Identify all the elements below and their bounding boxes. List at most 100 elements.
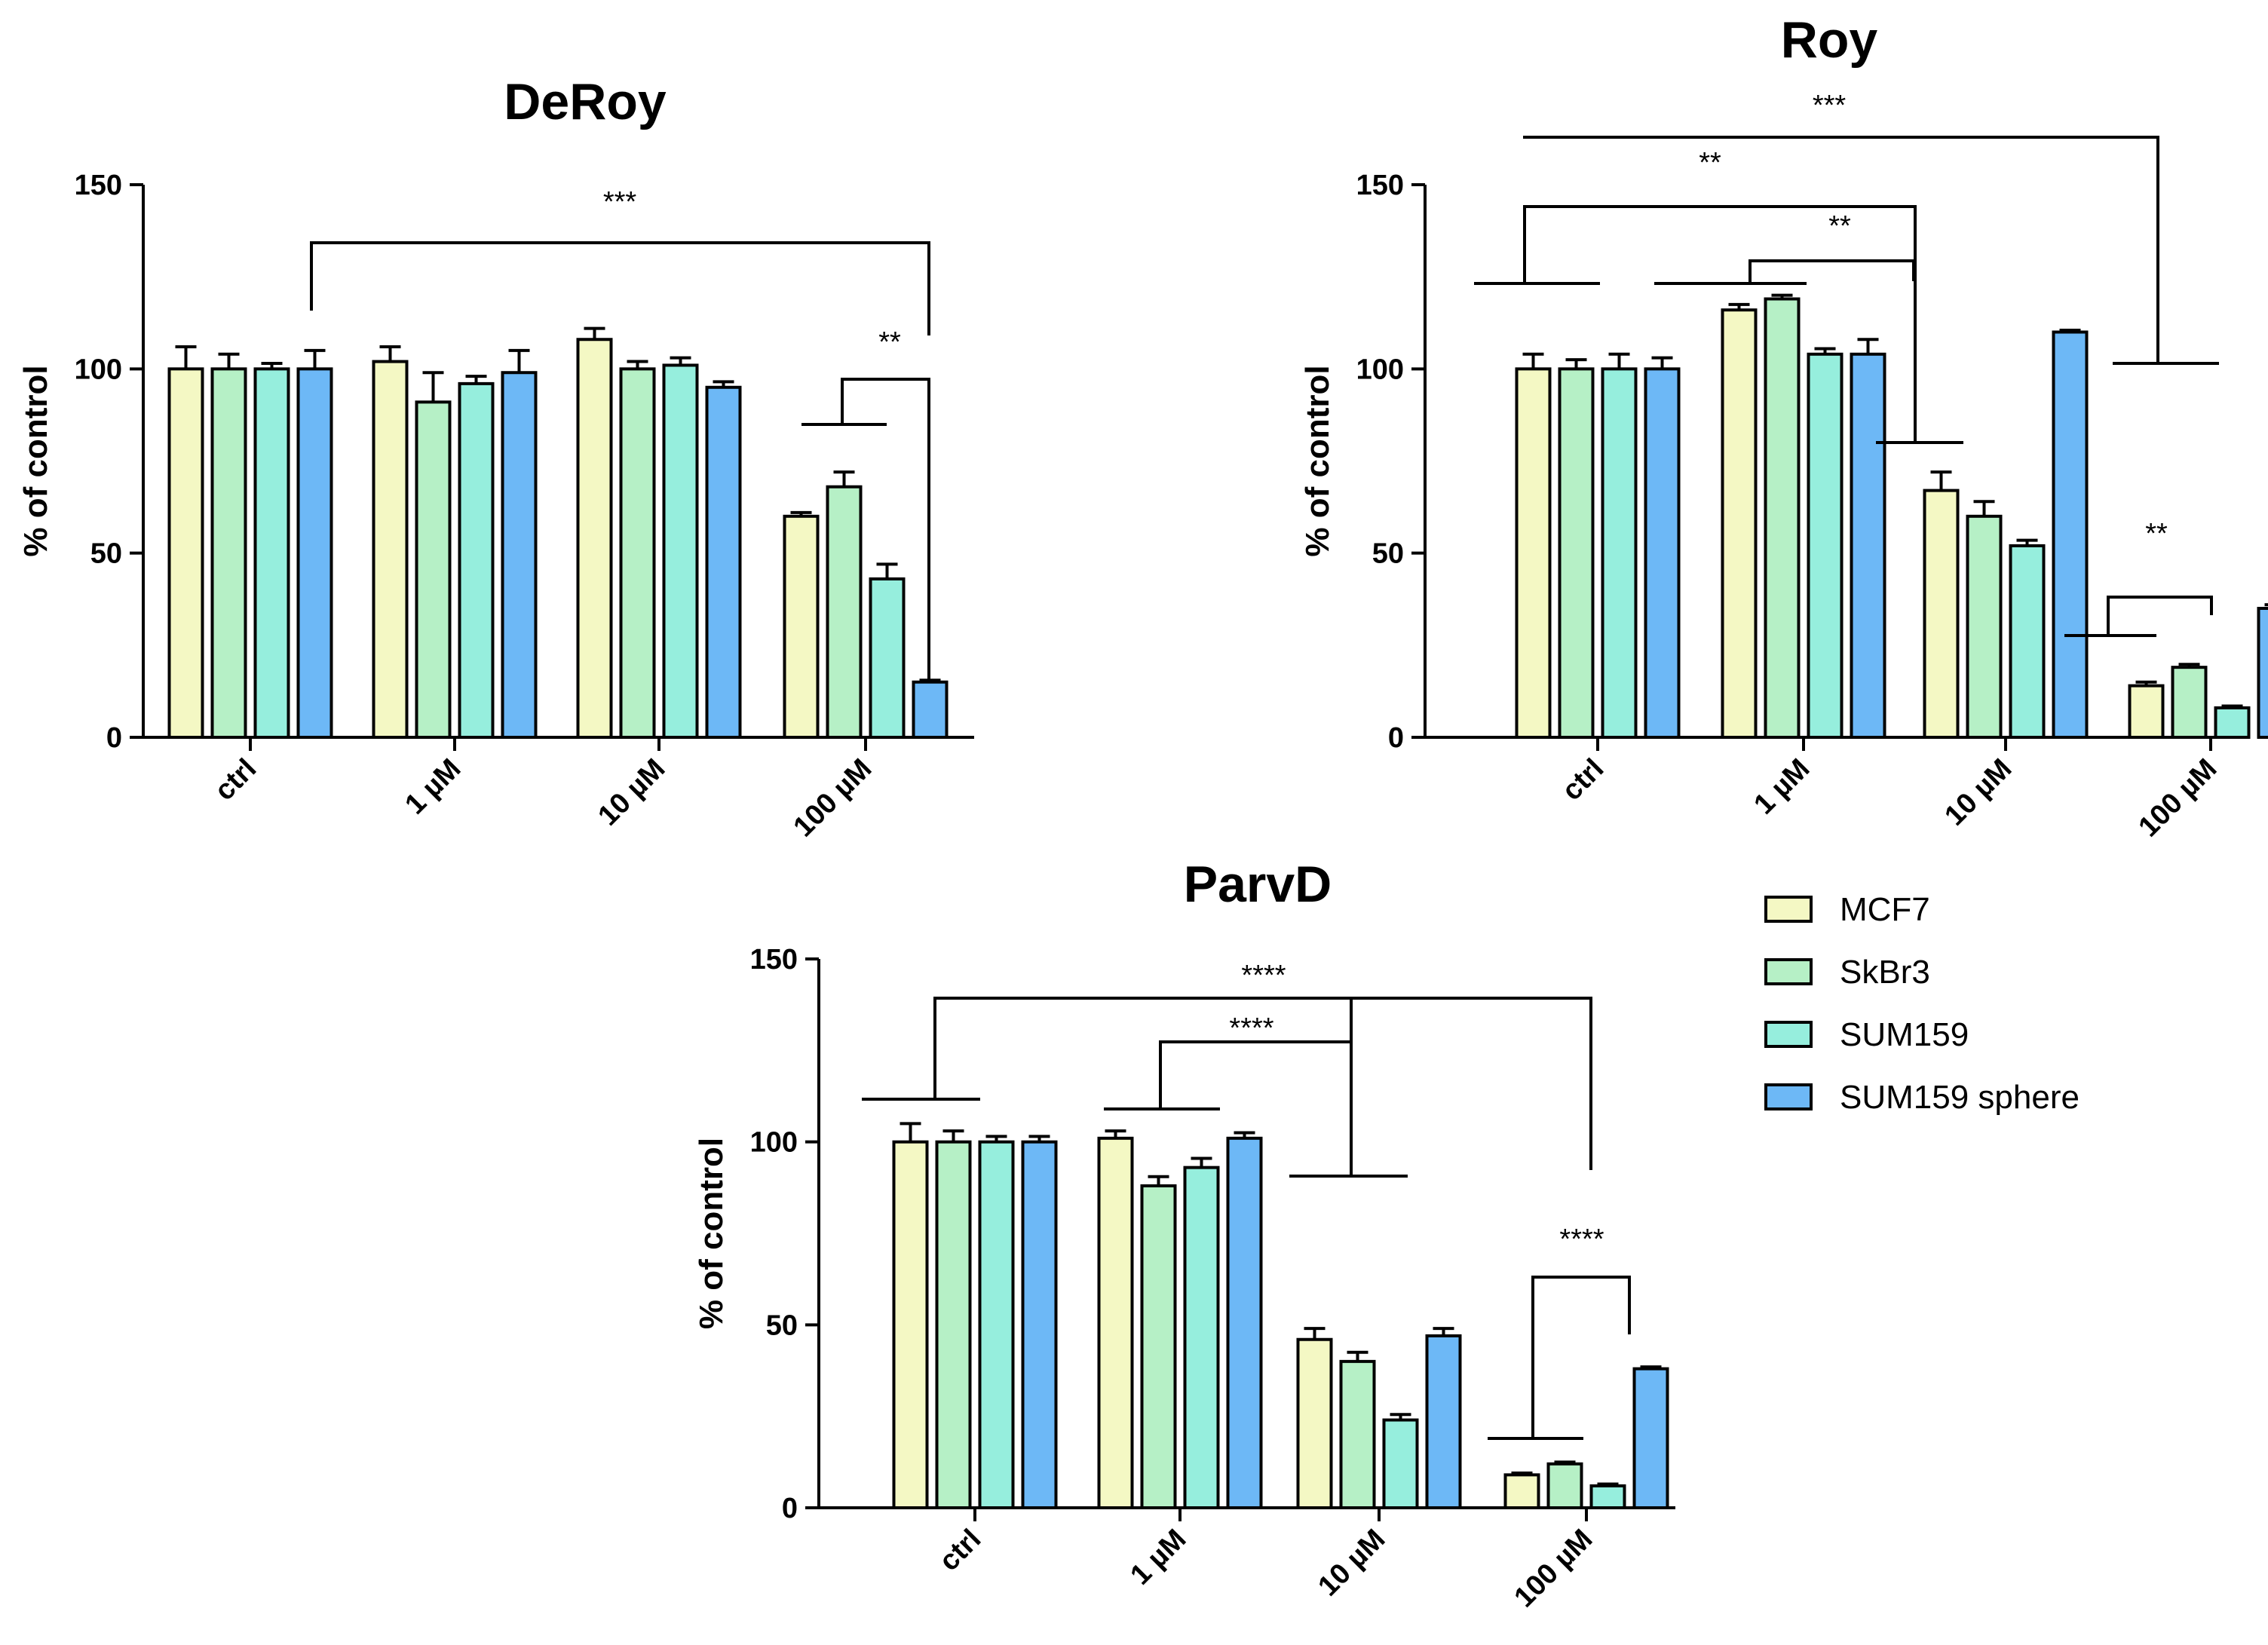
bar-skbr3: [619, 367, 656, 739]
y-tick-label: 0: [782, 1493, 798, 1524]
bar-mcf7: [2128, 684, 2165, 739]
bar-skbr3: [1546, 1462, 1583, 1510]
x-tick-label: ctrl: [1556, 753, 1611, 807]
bar-sum159-sphere: [1850, 352, 1886, 739]
bars: [167, 326, 949, 740]
legend-swatch: [1764, 1021, 1813, 1048]
bar-sum159-sphere: [1644, 367, 1681, 739]
bar-sum159: [458, 381, 495, 739]
significance-brackets: **** **** ****: [862, 960, 1631, 1440]
y-tick-label: 0: [106, 722, 122, 754]
significance-label: **: [1699, 147, 1721, 179]
significance-bracket: [1523, 136, 2219, 365]
bars: [1515, 293, 2268, 740]
bar-sum159: [1589, 1484, 1626, 1510]
legend-swatch: [1764, 958, 1813, 985]
bar-sum159-sphere: [1632, 1367, 1669, 1510]
significance-bracket: [862, 997, 1592, 1178]
bar-sum159: [253, 367, 290, 739]
bar-mcf7: [1923, 489, 1960, 739]
bar-skbr3: [415, 400, 452, 740]
bar-skbr3: [826, 485, 863, 739]
legend-label: SUM159: [1840, 1016, 1969, 1053]
y-tick-label: 150: [1356, 170, 1404, 201]
bar-sum159: [1807, 352, 1844, 739]
significance-bracket: [1654, 259, 1915, 285]
x-tick-label: 100 µM: [787, 753, 878, 844]
bar-sum159: [2009, 544, 2046, 739]
chart-title: ParvD: [1184, 856, 1332, 913]
legend-swatch: [1764, 896, 1813, 923]
y-axis-label: % of control: [1299, 365, 1336, 556]
y-tick-label: 100: [1356, 354, 1404, 385]
y-tick-label: 50: [766, 1310, 798, 1341]
significance-label: ****: [1229, 1012, 1273, 1044]
y-axis-label: % of control: [17, 365, 54, 556]
chart-parvd: ParvD 0 50 100 150 % of control ctrl 1 µM 10 µ…: [693, 856, 1675, 1614]
bar-skbr3: [1558, 367, 1595, 739]
bar-sum159: [1183, 1166, 1220, 1509]
x-tick-label: 1 µM: [1748, 753, 1816, 821]
bar-sum159-sphere: [501, 371, 538, 739]
bar-sum159-sphere: [912, 680, 949, 740]
bar-skbr3: [1764, 297, 1801, 739]
significance-bracket: [1474, 205, 1963, 444]
legend-swatch: [1764, 1083, 1813, 1110]
bar-sum159: [1382, 1418, 1419, 1510]
y-tick-label: 50: [90, 538, 122, 570]
x-axis: ctrl 1 µM 10 µM 100 µM: [1425, 736, 2224, 844]
chart-roy: Roy 0 50 100 150 % of control ctrl 1 µM 10 µM 1…: [1299, 11, 2268, 844]
bar-skbr3: [935, 1140, 972, 1509]
chart-title: Roy: [1781, 11, 1878, 69]
bar-skbr3: [1966, 514, 2003, 739]
bar-sum159-sphere: [2052, 330, 2089, 739]
significance-bracket: [310, 241, 930, 335]
bar-sum159-sphere: [1425, 1334, 1462, 1509]
x-axis: ctrl 1 µM 10 µM 100 µM: [819, 1506, 1675, 1614]
significance-label: ***: [603, 186, 637, 218]
significance-label: ****: [1241, 960, 1286, 991]
bar-sum159-sphere: [1021, 1140, 1058, 1509]
y-tick-label: 150: [75, 170, 122, 201]
significance-label: ****: [1559, 1224, 1604, 1255]
legend-label: SUM159 sphere: [1840, 1079, 2080, 1116]
significance-label: **: [1828, 210, 1851, 242]
bar-sum159-sphere: [2257, 606, 2268, 740]
x-tick-label: 100 µM: [2132, 753, 2223, 844]
x-axis: ctrl 1 µM 10 µM 100 µM: [143, 736, 974, 844]
bar-mcf7: [1097, 1136, 1134, 1510]
bar-mcf7: [372, 360, 409, 739]
significance-bracket: [801, 378, 930, 680]
y-tick-label: 0: [1388, 722, 1404, 754]
bar-sum159-sphere: [705, 385, 742, 739]
bar-mcf7: [783, 514, 820, 739]
x-tick-label: 100 µM: [1508, 1524, 1598, 1614]
significance-label: **: [878, 326, 901, 358]
bar-sum159-sphere: [296, 367, 333, 739]
legend-label: SkBr3: [1840, 954, 1930, 991]
bar-skbr3: [210, 367, 247, 739]
bar-mcf7: [1503, 1473, 1540, 1509]
x-tick-label: 10 µM: [1312, 1524, 1391, 1603]
significance-brackets: *********: [1474, 90, 2219, 637]
bars: [892, 1122, 1669, 1510]
x-tick-label: 10 µM: [1939, 753, 2018, 832]
bar-mcf7: [1515, 367, 1552, 739]
x-tick-label: 10 µM: [592, 753, 671, 832]
significance-label: ***: [1813, 90, 1847, 121]
bar-skbr3: [1339, 1359, 1376, 1510]
y-tick-label: 100: [75, 354, 122, 385]
legend: MCF7 SkBr3 SUM159 SUM159 sphere: [1764, 891, 2080, 1116]
bar-skbr3: [1140, 1184, 1177, 1509]
bar-skbr3: [2171, 666, 2208, 739]
legend-label: MCF7: [1840, 891, 1930, 928]
bar-mcf7: [1721, 308, 1758, 739]
bar-mcf7: [167, 367, 204, 739]
y-tick-label: 50: [1372, 538, 1404, 570]
y-tick-label: 100: [750, 1127, 798, 1159]
x-tick-label: 1 µM: [1124, 1524, 1192, 1591]
x-tick-label: 1 µM: [399, 753, 467, 821]
bar-sum159: [869, 577, 906, 740]
y-axis: 0 50 100 150 % of control: [17, 170, 145, 754]
x-tick-label: ctrl: [933, 1524, 988, 1578]
